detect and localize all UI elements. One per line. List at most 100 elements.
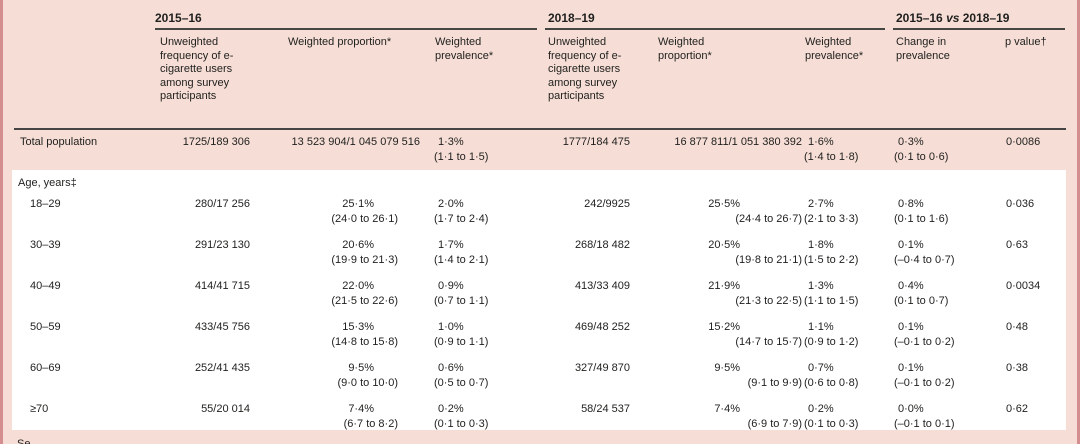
table-cell: 0·62 xyxy=(1006,402,1068,417)
cell-confidence-interval: (0·1 to 0·3) xyxy=(434,418,489,430)
table-cell: 55/20 014 xyxy=(156,402,250,417)
cell-value: 2·0% xyxy=(438,198,464,210)
cell-value: 1·3% xyxy=(808,280,834,292)
table-cell: 268/18 482 xyxy=(548,238,630,253)
table-cell: 20·6% (19·9 to 21·3) xyxy=(280,238,420,268)
table-cell: 15·2% (14·7 to 15·7) xyxy=(658,320,802,350)
cell-value: 0·6% xyxy=(438,362,464,374)
cell-value: 0·8% xyxy=(898,198,924,210)
cell-confidence-interval: (0·1 to 0·6) xyxy=(894,151,949,163)
cell-confidence-interval: (–0·4 to 0·7) xyxy=(894,254,955,266)
column-header-proportion-2018-19: Weighted proportion* xyxy=(658,36,712,62)
table-cell: 9·5% (9·1 to 9·9) xyxy=(658,361,802,391)
table-cell: 1·6% (1·4 to 1·8) xyxy=(804,135,890,165)
table-cell: 9·5% (9·0 to 10·0) xyxy=(280,361,420,391)
table-cell: 0·1% (–0·1 to 0·2) xyxy=(894,320,994,350)
table-cell: 0·48 xyxy=(1006,320,1068,335)
table-cell: 58/24 537 xyxy=(548,402,630,417)
table-cell: 1·7% (1·4 to 2·1) xyxy=(434,238,534,268)
row-label: 40–49 xyxy=(30,280,61,292)
cell-confidence-interval: (0·7 to 1·1) xyxy=(434,295,489,307)
table-cell: 413/33 409 xyxy=(548,279,630,294)
column-group-label-2015-16: 2015–16 xyxy=(155,11,202,25)
cell-value: 0·1% xyxy=(898,239,924,251)
cell-value: 15·3% xyxy=(342,321,374,333)
cell-value: 0·3% xyxy=(898,136,924,148)
group-rule-comparison xyxy=(893,28,1065,30)
column-header-frequency-2015-16: Unweighted frequency of e-cigarette user… xyxy=(160,36,234,102)
cell-confidence-interval: (1·4 to 1·8) xyxy=(804,151,859,163)
table-cell: 2·7% (2·1 to 3·3) xyxy=(804,197,890,227)
cell-value: 13 523 904/1 045 079 516 xyxy=(291,136,420,148)
cell-value: 0·2% xyxy=(808,403,834,415)
cell-value: 20·5% xyxy=(708,239,740,251)
cell-confidence-interval: (9·1 to 9·9) xyxy=(747,377,802,389)
row-label: 18–29 xyxy=(30,198,61,210)
cell-value: 268/18 482 xyxy=(574,239,630,251)
cell-value: 0·63 xyxy=(1006,239,1029,251)
cell-value: 252/41 435 xyxy=(194,362,250,374)
cell-value: 1·0% xyxy=(438,321,464,333)
cell-confidence-interval: (–0·1 to 0·2) xyxy=(894,336,955,348)
table-cell: 0·4% (0·1 to 0·7) xyxy=(894,279,994,309)
cell-confidence-interval: (1·4 to 2·1) xyxy=(434,254,489,266)
table-cell: 291/23 130 xyxy=(156,238,250,253)
table-cell: 280/17 256 xyxy=(156,197,250,212)
table-cell: 0·1% (–0·4 to 0·7) xyxy=(894,238,994,268)
table-cell: 21·9% (21·3 to 22·5) xyxy=(658,279,802,309)
cell-confidence-interval: (2·1 to 3·3) xyxy=(804,213,859,225)
table-cell: 0·0034 xyxy=(1006,279,1068,294)
table-cell: 469/48 252 xyxy=(548,320,630,335)
cell-confidence-interval: (0·1 to 0·7) xyxy=(894,295,949,307)
cell-confidence-interval: (6·7 to 8·2) xyxy=(343,418,398,430)
table-cell: 25·5% (24·4 to 26·7) xyxy=(658,197,802,227)
cell-value: 0·62 xyxy=(1006,403,1029,415)
cell-confidence-interval: (14·8 to 15·8) xyxy=(331,336,398,348)
table-cell: 20·5% (19·8 to 21·1) xyxy=(658,238,802,268)
cell-confidence-interval: (21·3 to 22·5) xyxy=(735,295,802,307)
header-bottom-rule xyxy=(14,128,1066,130)
table-cell: 7·4% (6·7 to 8·2) xyxy=(280,402,420,432)
cell-confidence-interval: (0·9 to 1·1) xyxy=(434,336,489,348)
cell-value: 9·5% xyxy=(348,362,374,374)
cell-value: 414/41 715 xyxy=(194,280,250,292)
table-cell: 0·6% (0·5 to 0·7) xyxy=(434,361,534,391)
column-header-prevalence-2015-16: Weighted prevalence* xyxy=(435,36,494,62)
cell-confidence-interval: (0·9 to 1·2) xyxy=(804,336,859,348)
cell-confidence-interval: (–0·1 to 0·2) xyxy=(894,377,955,389)
column-header-proportion-2015-16: Weighted proportion* xyxy=(288,36,392,48)
table-body-background xyxy=(12,170,1066,430)
table-cell: 7·4% (6·9 to 7·9) xyxy=(658,402,802,432)
cell-value: 1777/184 475 xyxy=(562,136,630,148)
cell-confidence-interval: (21·5 to 22·6) xyxy=(331,295,398,307)
cell-confidence-interval: (0·6 to 0·8) xyxy=(804,377,859,389)
cell-value: 0·036 xyxy=(1006,198,1035,210)
row-label: 50–59 xyxy=(30,321,61,333)
cell-value: 0·0034 xyxy=(1006,280,1041,292)
table-cell: 13 523 904/1 045 079 516 xyxy=(280,135,420,150)
section-header-age: Age, years‡ xyxy=(18,177,77,189)
column-header-prevalence-2018-19: Weighted prevalence* xyxy=(805,36,864,62)
cell-value: 0·1% xyxy=(898,321,924,333)
cell-value: 22·0% xyxy=(342,280,374,292)
table-cell: 0·2% (0·1 to 0·3) xyxy=(434,402,534,432)
table-cell: 242/9925 xyxy=(548,197,630,212)
cell-value: 0·7% xyxy=(808,362,834,374)
comparison-label-vs: vs xyxy=(946,11,960,25)
table-cell: 1725/189 306 xyxy=(156,135,250,150)
group-rule-2015-16 xyxy=(155,28,537,30)
cell-confidence-interval: (1·5 to 2·2) xyxy=(804,254,859,266)
table-cell: 2·0% (1·7 to 2·4) xyxy=(434,197,534,227)
row-label: ≥70 xyxy=(30,403,49,415)
table-frame-right xyxy=(1077,0,1080,444)
cell-value: 15·2% xyxy=(708,321,740,333)
cell-value: 20·6% xyxy=(342,239,374,251)
table-cell: 0·3% (0·1 to 0·6) xyxy=(894,135,994,165)
cell-confidence-interval: (19·9 to 21·3) xyxy=(331,254,398,266)
table-cell: 1·3% (1·1 to 1·5) xyxy=(804,279,890,309)
cell-value: 1·1% xyxy=(808,321,834,333)
cell-value: 16 877 811/1 051 380 392 xyxy=(674,136,802,148)
group-rule-2018-19 xyxy=(545,28,885,30)
table-cell: 1·1% (0·9 to 1·2) xyxy=(804,320,890,350)
table-cell: 1777/184 475 xyxy=(548,135,630,150)
